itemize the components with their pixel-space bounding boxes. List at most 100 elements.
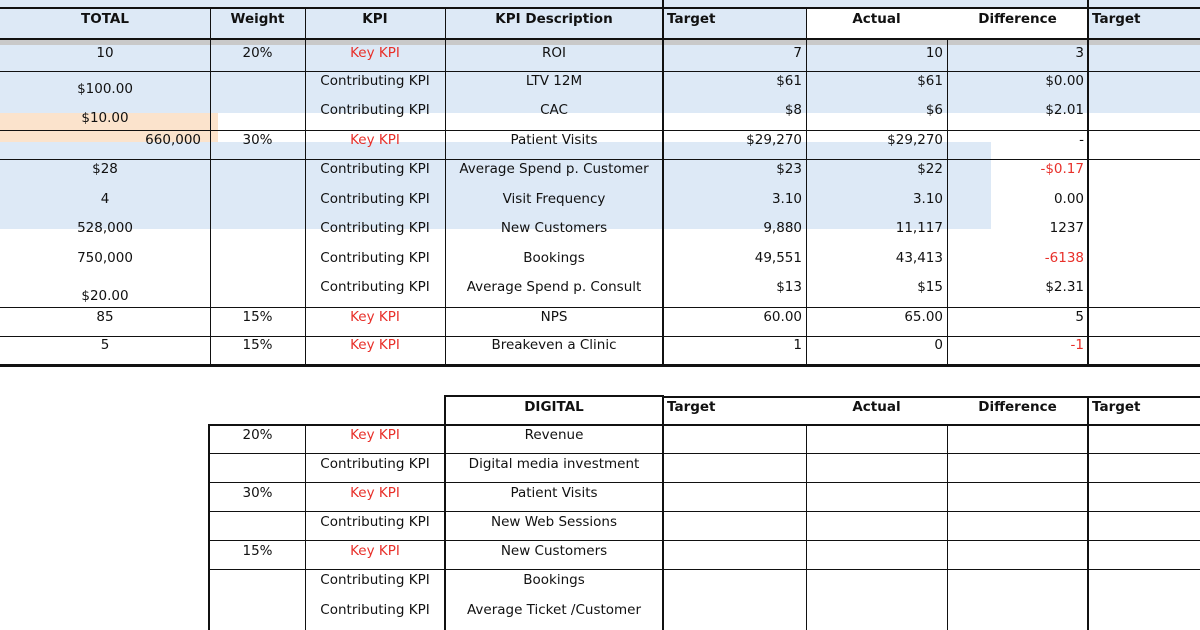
actual-cell: $61 [917, 72, 943, 89]
target-cell[interactable] [663, 425, 806, 454]
column-header: Weight [230, 11, 285, 27]
difference-cell: 5 [1075, 308, 1084, 325]
kpi-description-cell: Revenue [524, 426, 584, 443]
kpi-type-cell: Contributing KPI [320, 602, 430, 618]
kpi-description-cell: Visit Frequency [502, 190, 606, 207]
total-cell: 750,000 [77, 249, 133, 266]
column-header: Actual [852, 399, 901, 415]
difference-cell: 1237 [1049, 220, 1084, 236]
target-cell: $8 [784, 102, 802, 118]
target-cell[interactable] [1088, 541, 1200, 570]
difference-cell[interactable] [947, 425, 1088, 454]
kpi-description-cell: Average Ticket /Customer [466, 602, 642, 618]
target-cell: $13 [776, 279, 802, 295]
kpi-description-cell: Bookings [523, 572, 585, 588]
kpi-type-cell: Contributing KPI [320, 190, 430, 207]
target-cell[interactable] [1088, 425, 1200, 454]
target-cell[interactable] [1088, 454, 1200, 483]
grid-line [1087, 0, 1089, 365]
actual-cell[interactable] [806, 512, 947, 541]
kpi-type-cell: Contributing KPI [320, 102, 430, 118]
kpi-type-cell: Contributing KPI [320, 161, 430, 177]
target-cell[interactable] [663, 570, 806, 600]
weight-cell [210, 272, 305, 302]
header-separator [0, 40, 1200, 45]
kpi-type-cell: Key KPI [350, 542, 400, 559]
weight-cell [210, 213, 305, 243]
target-cell[interactable] [1088, 570, 1200, 600]
actual-cell[interactable] [806, 425, 947, 454]
actual-cell: $15 [917, 279, 943, 295]
grid-line [208, 482, 1200, 483]
difference-cell: -$0.17 [1040, 161, 1084, 177]
grid-line [662, 0, 664, 365]
grid-line [444, 395, 664, 397]
difference-cell: -1 [1070, 337, 1084, 353]
grid-line [305, 7, 306, 365]
actual-cell[interactable] [806, 541, 947, 570]
grid-line [208, 540, 1200, 541]
actual-cell[interactable] [806, 454, 947, 483]
kpi-type-cell: Key KPI [350, 484, 400, 501]
column-header: Target [1092, 399, 1141, 415]
grid-line [1087, 396, 1089, 630]
target-cell[interactable] [663, 454, 806, 483]
column-header: TOTAL [81, 11, 129, 27]
grid-line [0, 71, 1200, 72]
target-cell[interactable] [1088, 512, 1200, 541]
difference-cell[interactable] [947, 541, 1088, 570]
difference-cell: $0.00 [1045, 72, 1084, 89]
target-cell[interactable] [663, 483, 806, 512]
column-header: Difference [978, 11, 1057, 27]
grid-line [210, 7, 211, 365]
actual-cell: 11,117 [895, 220, 943, 236]
grid-line [0, 336, 1200, 337]
kpi-description-cell: Average Spend p. Customer [459, 161, 649, 177]
difference-cell[interactable] [947, 512, 1088, 541]
weight-cell [210, 449, 305, 478]
kpi-description-cell: Digital media investment [468, 455, 640, 472]
difference-cell: - [1079, 131, 1084, 148]
difference-cell[interactable] [947, 570, 1088, 600]
target-cell[interactable] [663, 512, 806, 541]
target-cell[interactable] [663, 541, 806, 570]
weight-cell [210, 243, 305, 272]
kpi-type-cell: Contributing KPI [320, 572, 430, 588]
total-cell: $100.00 [77, 80, 133, 97]
actual-cell: $29,270 [887, 131, 943, 148]
target-cell: 9,880 [763, 220, 802, 236]
difference-cell[interactable] [947, 600, 1088, 630]
target-cell: 7 [793, 44, 802, 61]
key-row-fill [0, 85, 1200, 113]
kpi-type-cell: Key KPI [350, 44, 400, 61]
actual-cell[interactable] [806, 570, 947, 600]
actual-cell: 10 [925, 44, 943, 61]
kpi-type-cell: Key KPI [350, 131, 400, 148]
actual-cell[interactable] [806, 483, 947, 512]
target-cell[interactable] [663, 600, 806, 630]
target-cell[interactable] [1088, 483, 1200, 512]
difference-cell[interactable] [947, 454, 1088, 483]
kpi-description-cell: Bookings [523, 249, 585, 266]
kpi-description-cell: CAC [540, 102, 568, 118]
weight-cell: 15% [242, 308, 273, 325]
grid-line [445, 7, 446, 365]
grid-line [0, 130, 1200, 131]
kpi-description-cell: LTV 12M [525, 72, 583, 89]
grid-line [208, 511, 1200, 512]
weight-cell [210, 595, 305, 625]
key-row-fill [0, 142, 991, 171]
actual-cell[interactable] [806, 600, 947, 630]
target-cell[interactable] [1088, 600, 1200, 630]
kpi-type-cell: Contributing KPI [320, 220, 430, 236]
target-cell: $61 [776, 72, 802, 89]
kpi-description-cell: Average Spend p. Consult [466, 279, 642, 295]
kpi-description-cell: Patient Visits [510, 484, 598, 501]
total-cell: 5 [100, 337, 110, 353]
kpi-description-cell: Breakeven a Clinic [491, 337, 617, 353]
actual-cell: 0 [934, 337, 943, 353]
actual-cell: 65.00 [904, 308, 943, 325]
difference-cell[interactable] [947, 483, 1088, 512]
grid-line [806, 7, 807, 365]
total-cell: 660,000 [145, 131, 201, 148]
